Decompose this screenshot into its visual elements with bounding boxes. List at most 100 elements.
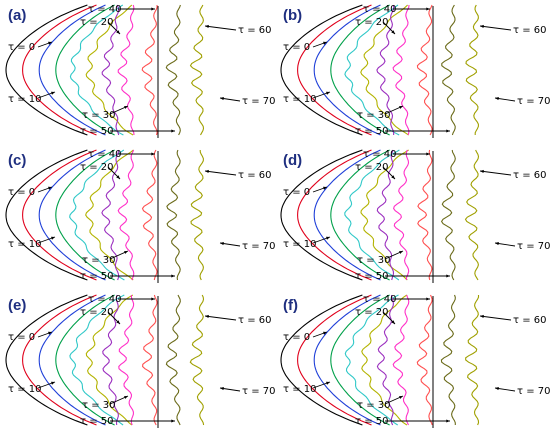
panel-a: (a) τ = 0 τ = 10 τ = 20 τ = 30 τ = 40 τ = 50 τ …	[5, 4, 275, 138]
interface-curve	[166, 149, 181, 281]
panel-letter: (b)	[283, 7, 302, 24]
interface-curve	[330, 149, 390, 281]
tau-label: τ = 10	[283, 94, 316, 105]
tau-label: τ = 10	[283, 239, 316, 250]
interface-curve	[117, 4, 135, 136]
interface-curve	[297, 149, 372, 281]
interface-curve	[55, 294, 115, 426]
tau-label: τ = 60	[513, 315, 546, 326]
interface-curve	[360, 4, 409, 136]
panel-b: (b) τ = 0 τ = 10 τ = 20 τ = 30 τ = 40 τ = 50 τ …	[280, 4, 550, 138]
tau-label: τ = 60	[238, 315, 271, 326]
interface-curve	[440, 149, 456, 281]
tau-label: τ = 30	[82, 400, 115, 411]
tau-label: τ = 0	[283, 332, 310, 343]
interface-curve	[142, 294, 158, 426]
tau-label: τ = 0	[283, 42, 310, 53]
tau-label: τ = 60	[238, 170, 271, 181]
interface-curve	[280, 149, 363, 281]
interface-curve	[101, 149, 120, 281]
panel-letter: (a)	[8, 7, 26, 24]
interface-curve	[313, 149, 381, 281]
tau-label: τ = 60	[513, 25, 546, 36]
interface-curve	[280, 294, 363, 426]
interface-curve	[85, 4, 134, 136]
interface-curve	[313, 4, 381, 136]
tau-label: τ = 40	[363, 294, 396, 305]
interface-curve	[55, 149, 115, 281]
tau-label: τ = 20	[80, 307, 113, 318]
tau-label: τ = 50	[355, 416, 388, 427]
panel-letter: (e)	[8, 297, 26, 314]
tau-label: τ = 30	[82, 255, 115, 266]
interface-curve	[141, 149, 158, 281]
interface-curve	[441, 4, 456, 136]
panel-f: (f) τ = 0 τ = 10 τ = 20 τ = 30 τ = 40 τ = 50 τ …	[280, 294, 550, 428]
tau-label: τ = 60	[238, 25, 271, 36]
interface-curve	[392, 4, 410, 136]
interface-curve	[69, 294, 125, 426]
tau-label: τ = 70	[517, 386, 550, 397]
interface-curve	[5, 294, 88, 426]
interface-curve	[376, 149, 395, 281]
tau-label: τ = 0	[8, 187, 35, 198]
panel-d: (d) τ = 0 τ = 10 τ = 20 τ = 30 τ = 40 τ = 50 τ …	[280, 149, 550, 283]
tau-label: τ = 40	[88, 4, 121, 15]
tau-label: τ = 10	[8, 384, 41, 395]
tau-label: τ = 20	[355, 17, 388, 28]
interface-curve	[330, 294, 390, 426]
tau-label: τ = 40	[363, 4, 396, 15]
tau-label: τ = 10	[283, 384, 316, 395]
interface-curve	[313, 294, 381, 426]
tau-label: τ = 40	[88, 294, 121, 305]
interface-curve	[5, 4, 88, 136]
interface-curve	[376, 4, 395, 136]
interface-curve	[465, 4, 479, 135]
tau-label: τ = 50	[355, 271, 388, 282]
interface-curve	[190, 149, 204, 281]
tau-label: τ = 70	[517, 241, 550, 252]
interface-curve	[38, 294, 106, 426]
interface-curve	[165, 294, 181, 426]
interface-curve	[440, 294, 456, 425]
interface-curve	[280, 4, 363, 136]
interface-curve	[38, 4, 106, 136]
tau-label: τ = 50	[355, 126, 388, 137]
tau-label: τ = 20	[355, 307, 388, 318]
tau-label: τ = 0	[283, 187, 310, 198]
interface-curve	[465, 295, 480, 426]
interface-curve	[330, 4, 390, 136]
interface-curve	[189, 294, 205, 426]
tau-label: τ = 30	[357, 400, 390, 411]
tau-label: τ = 60	[513, 170, 546, 181]
interface-curve	[69, 149, 125, 281]
interface-curve	[392, 149, 410, 281]
interface-curve	[117, 149, 135, 281]
tau-label: τ = 20	[80, 17, 113, 28]
interface-curve	[165, 4, 181, 136]
panel-c: (c) τ = 0 τ = 10 τ = 20 τ = 30 τ = 40 τ = 50 τ …	[5, 149, 275, 283]
tau-label: τ = 40	[88, 149, 121, 160]
interface-curve	[55, 4, 115, 136]
interface-curve	[101, 4, 120, 136]
tau-label: τ = 70	[242, 96, 275, 107]
interface-curve	[344, 149, 400, 281]
interface-curve	[5, 149, 88, 281]
tau-label: τ = 10	[8, 94, 41, 105]
tau-label: τ = 0	[8, 42, 35, 53]
interface-curve	[85, 294, 134, 426]
interface-curve	[344, 294, 399, 426]
interface-curve	[141, 4, 158, 136]
interface-curve	[297, 294, 372, 426]
tau-label: τ = 20	[80, 162, 113, 173]
interface-curve	[102, 294, 119, 426]
tau-label: τ = 50	[80, 126, 113, 137]
interface-curve	[361, 294, 408, 426]
panel-letter: (f)	[283, 297, 298, 314]
interface-curve	[392, 294, 410, 426]
tau-label: τ = 50	[80, 416, 113, 427]
panel-e: (e) τ = 0 τ = 10 τ = 20 τ = 30 τ = 40 τ = 50 τ …	[5, 294, 275, 428]
panel-letter: (d)	[283, 152, 302, 169]
interface-curve	[38, 149, 106, 281]
